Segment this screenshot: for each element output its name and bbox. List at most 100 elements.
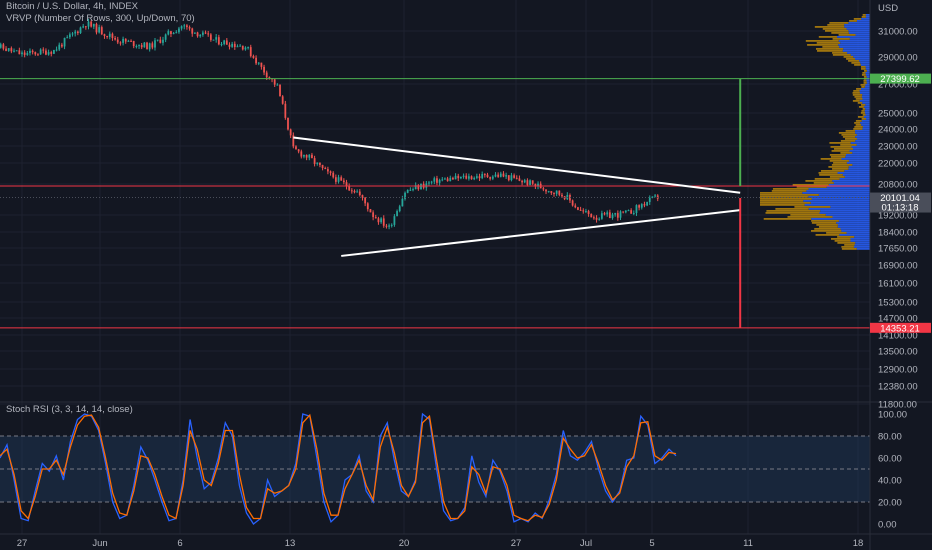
vp-down-bar <box>821 170 845 172</box>
price-tick-label: 20800.00 <box>878 180 918 191</box>
price-tick-label: 31000.00 <box>878 27 918 38</box>
vp-down-bar <box>814 228 841 230</box>
vp-up-bar <box>806 190 870 192</box>
vp-down-bar <box>792 184 829 186</box>
candle-body <box>321 164 324 169</box>
candle-body <box>478 176 481 179</box>
vp-down-bar <box>832 52 848 54</box>
vp-down-bar <box>820 158 842 160</box>
horizontal-levels[interactable] <box>0 78 870 329</box>
vp-up-bar <box>851 146 870 148</box>
vp-up-bar <box>865 74 870 76</box>
candle-body <box>483 174 486 176</box>
candle-body <box>467 176 470 179</box>
stoch-axis[interactable]: 100.00 80.00 60.00 40.00 20.00 0.00 <box>878 410 907 531</box>
candle-body <box>252 56 255 58</box>
candle-body <box>58 44 61 50</box>
candle-body <box>313 158 316 164</box>
vp-down-bar <box>861 118 866 120</box>
vp-up-bar <box>848 30 870 32</box>
candle-body <box>334 177 337 182</box>
candle-body <box>393 216 396 225</box>
candle-body <box>553 192 555 194</box>
vp-down-bar <box>829 22 849 24</box>
candle-body <box>63 37 66 47</box>
candle-body <box>284 103 287 118</box>
candle-body <box>180 26 183 29</box>
vp-down-bar <box>819 174 843 176</box>
volume-profile <box>760 14 870 250</box>
candle-body <box>473 177 476 180</box>
candle-body <box>276 84 279 86</box>
candle-body <box>255 57 257 64</box>
stoch-tick-label: 40.00 <box>878 476 902 487</box>
vp-up-bar <box>866 70 870 72</box>
vp-down-bar <box>831 238 851 240</box>
candle-body <box>151 43 154 48</box>
main-legend[interactable]: Bitcoin / U.S. Dollar, 4h, INDEX VRVP (N… <box>6 1 195 25</box>
candle-body <box>162 39 164 43</box>
vp-up-bar <box>848 160 870 162</box>
price-tick-label: 12900.00 <box>878 365 918 376</box>
vp-up-bar <box>854 244 870 246</box>
vp-down-bar <box>833 162 847 164</box>
triangle-drawings[interactable] <box>293 78 742 328</box>
stoch-indicator-title[interactable]: Stoch RSI (3, 3, 14, 14, close) <box>6 404 133 415</box>
time-tick-label: 18 <box>853 538 864 549</box>
vp-down-bar <box>840 144 857 146</box>
stoch-legend[interactable]: Stoch RSI (3, 3, 14, 14, close) <box>6 404 133 416</box>
candle-body <box>460 176 462 179</box>
vp-up-bar <box>859 90 870 92</box>
candle-body <box>100 27 103 35</box>
vp-up-bar <box>863 116 870 118</box>
candle-body <box>249 47 252 57</box>
vp-up-bar <box>853 246 870 248</box>
vp-up-bar <box>844 26 870 28</box>
candle-body <box>465 175 468 179</box>
symbol-title[interactable]: Bitcoin / U.S. Dollar, 4h, INDEX <box>6 1 138 12</box>
candle-body <box>143 42 146 48</box>
candle-body <box>236 46 239 48</box>
vp-up-bar <box>802 192 870 194</box>
vp-down-bar <box>817 50 843 52</box>
vp-down-bar <box>857 102 863 104</box>
vp-up-bar <box>832 180 870 182</box>
vp-down-bar <box>760 198 812 200</box>
candle-body <box>590 213 593 218</box>
vp-up-bar <box>830 206 870 208</box>
candle-body <box>462 175 465 177</box>
candle-body <box>430 181 433 183</box>
candle-body <box>497 174 500 177</box>
price-axis[interactable]: 31000.00 29000.00 27000.00 25000.00 24000.00… <box>878 27 918 411</box>
candle-body <box>646 202 648 206</box>
time-axis[interactable]: 27 Jun 6 13 20 27 Jul 5 11 18 <box>17 538 864 549</box>
candle-body <box>364 197 367 204</box>
vp-up-bar <box>865 72 870 74</box>
candle-body <box>470 176 473 180</box>
candle-body <box>382 218 385 226</box>
candle-body <box>244 47 247 50</box>
candle-body <box>606 212 609 215</box>
candle-body <box>223 40 226 45</box>
time-tick-label: 20 <box>399 538 410 549</box>
candle-body <box>146 42 148 50</box>
vp-down-bar <box>775 208 809 210</box>
stoch-d-line <box>0 413 677 522</box>
candle-body <box>614 213 617 215</box>
price-tick-label: 14700.00 <box>878 314 918 325</box>
vp-down-bar <box>814 178 840 180</box>
candle-body <box>21 52 23 55</box>
vrvp-indicator-title[interactable]: VRVP (Number Of Rows, 300, Up/Down, 70) <box>6 13 195 24</box>
vp-down-bar <box>853 128 863 130</box>
candle-body <box>130 40 132 42</box>
vp-up-bar <box>841 230 870 232</box>
candle-body <box>103 34 106 37</box>
candle-body <box>53 49 55 54</box>
price-tick-label: 16900.00 <box>878 261 918 272</box>
vp-down-bar <box>860 112 866 114</box>
candle-body <box>159 39 162 43</box>
candle-body <box>87 21 90 27</box>
vp-down-bar <box>837 242 856 244</box>
candle-body <box>26 53 29 55</box>
